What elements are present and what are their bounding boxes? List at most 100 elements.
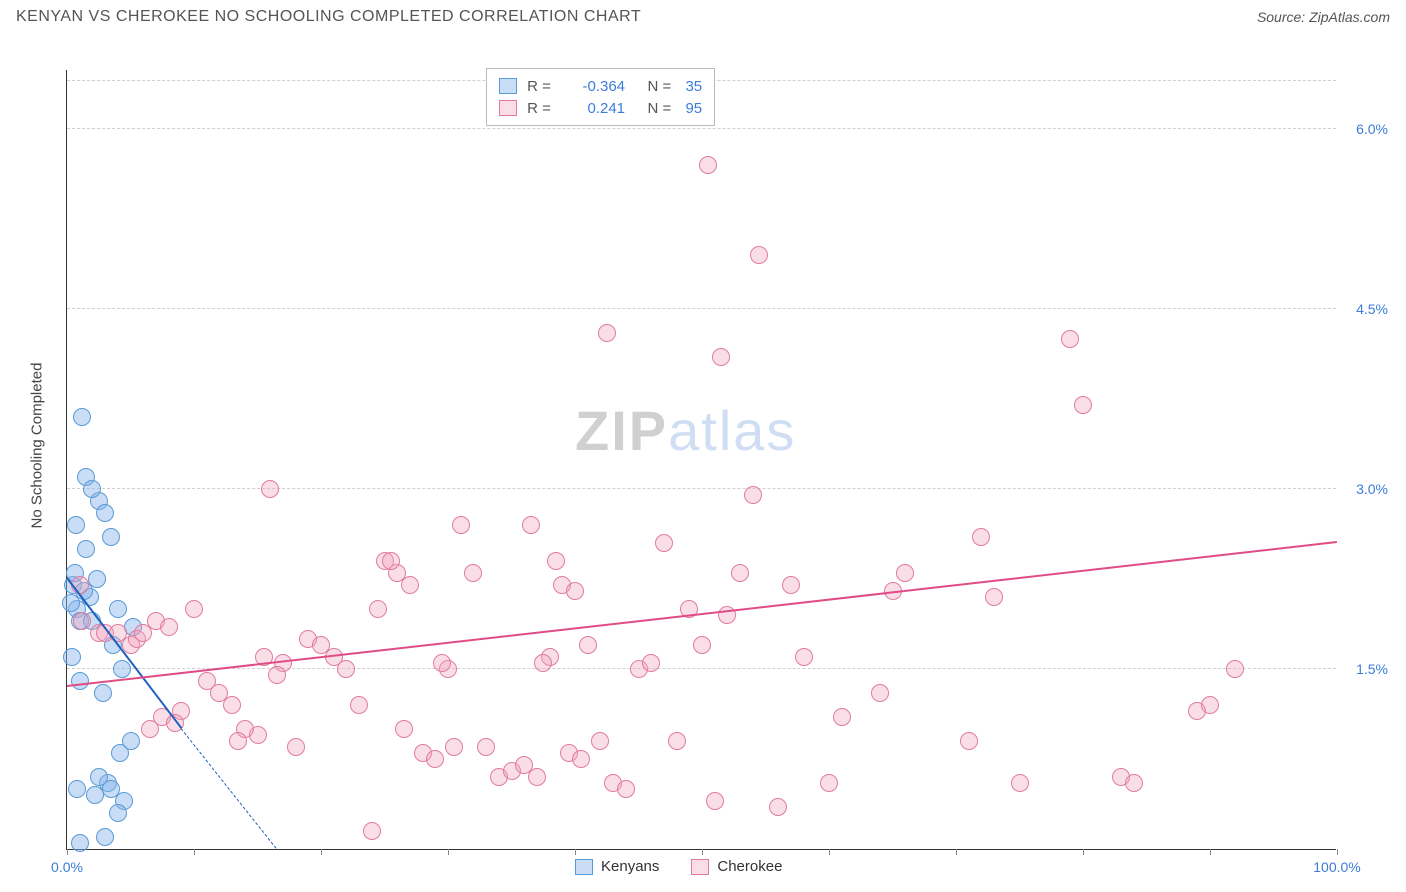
x-tick-mark <box>67 849 68 855</box>
x-tick-mark <box>1337 849 1338 855</box>
gridline <box>67 488 1336 489</box>
data-point <box>1011 774 1029 792</box>
data-point <box>94 684 112 702</box>
data-point <box>960 732 978 750</box>
trend-line <box>67 541 1337 687</box>
data-point <box>445 738 463 756</box>
x-tick-mark <box>1083 849 1084 855</box>
data-point <box>63 648 81 666</box>
data-point <box>312 636 330 654</box>
data-point <box>522 516 540 534</box>
data-point <box>102 528 120 546</box>
stats-n-value: 35 <box>685 78 702 95</box>
data-point <box>223 696 241 714</box>
y-tick-label: 3.0% <box>1356 481 1388 497</box>
data-point <box>113 660 131 678</box>
data-point <box>896 564 914 582</box>
data-point <box>699 156 717 174</box>
data-point <box>1125 774 1143 792</box>
data-point <box>731 564 749 582</box>
legend-item: Cherokee <box>691 858 782 875</box>
x-tick-mark <box>194 849 195 855</box>
x-tick-mark <box>321 849 322 855</box>
correlation-chart: 1.5%3.0%4.5%6.0%0.0%100.0%No Schooling C… <box>16 30 1406 890</box>
gridline <box>67 308 1336 309</box>
data-point <box>229 732 247 750</box>
x-tick-label: 100.0% <box>1313 859 1360 875</box>
data-point <box>122 732 140 750</box>
stats-n-value: 95 <box>685 100 702 117</box>
data-point <box>73 408 91 426</box>
data-point <box>249 726 267 744</box>
data-point <box>261 480 279 498</box>
chart-title: KENYAN VS CHEROKEE NO SCHOOLING COMPLETE… <box>16 8 641 26</box>
x-tick-mark <box>829 849 830 855</box>
data-point <box>382 552 400 570</box>
data-point <box>871 684 889 702</box>
legend-swatch <box>575 859 593 875</box>
x-tick-mark <box>702 849 703 855</box>
data-point <box>528 768 546 786</box>
data-point <box>452 516 470 534</box>
stats-legend-box: R = -0.364 N = 35R = 0.241 N = 95 <box>486 68 715 126</box>
data-point <box>477 738 495 756</box>
x-tick-mark <box>956 849 957 855</box>
trend-line <box>66 577 182 728</box>
series-legend: Kenyans Cherokee <box>575 858 782 875</box>
data-point <box>90 768 108 786</box>
data-point <box>141 720 159 738</box>
data-point <box>68 780 86 798</box>
stats-row: R = -0.364 N = 35 <box>499 75 702 97</box>
gridline <box>67 668 1336 669</box>
data-point <box>591 732 609 750</box>
data-point <box>88 570 106 588</box>
data-point <box>363 822 381 840</box>
chart-header: KENYAN VS CHEROKEE NO SCHOOLING COMPLETE… <box>0 0 1406 30</box>
data-point <box>67 516 85 534</box>
y-axis-label: No Schooling Completed <box>29 345 46 545</box>
stats-row: R = 0.241 N = 95 <box>499 97 702 119</box>
data-point <box>71 672 89 690</box>
legend-label: Kenyans <box>601 858 659 875</box>
data-point <box>820 774 838 792</box>
data-point <box>1201 696 1219 714</box>
data-point <box>369 600 387 618</box>
data-point <box>769 798 787 816</box>
data-point <box>833 708 851 726</box>
stats-n-label: N = <box>635 78 675 95</box>
data-point <box>77 540 95 558</box>
data-point <box>972 528 990 546</box>
data-point <box>185 600 203 618</box>
data-point <box>109 600 127 618</box>
data-point <box>71 834 89 852</box>
x-tick-label: 0.0% <box>51 859 83 875</box>
data-point <box>96 828 114 846</box>
stats-r-label: R = <box>527 78 555 95</box>
data-point <box>795 648 813 666</box>
plot-area: 1.5%3.0%4.5%6.0%0.0%100.0%No Schooling C… <box>66 70 1336 850</box>
data-point <box>572 750 590 768</box>
series-swatch <box>499 78 517 94</box>
data-point <box>750 246 768 264</box>
data-point <box>160 618 178 636</box>
data-point <box>693 636 711 654</box>
data-point <box>1226 660 1244 678</box>
data-point <box>350 696 368 714</box>
data-point <box>1074 396 1092 414</box>
data-point <box>96 504 114 522</box>
data-point <box>642 654 660 672</box>
stats-r-value: 0.241 <box>565 100 625 117</box>
data-point <box>109 804 127 822</box>
data-point <box>744 486 762 504</box>
data-point <box>287 738 305 756</box>
data-point <box>579 636 597 654</box>
data-point <box>83 480 101 498</box>
gridline <box>67 128 1336 129</box>
legend-item: Kenyans <box>575 858 659 875</box>
legend-label: Cherokee <box>717 858 782 875</box>
legend-swatch <box>691 859 709 875</box>
y-tick-label: 1.5% <box>1356 661 1388 677</box>
stats-r-value: -0.364 <box>565 78 625 95</box>
data-point <box>433 654 451 672</box>
stats-n-label: N = <box>635 100 675 117</box>
